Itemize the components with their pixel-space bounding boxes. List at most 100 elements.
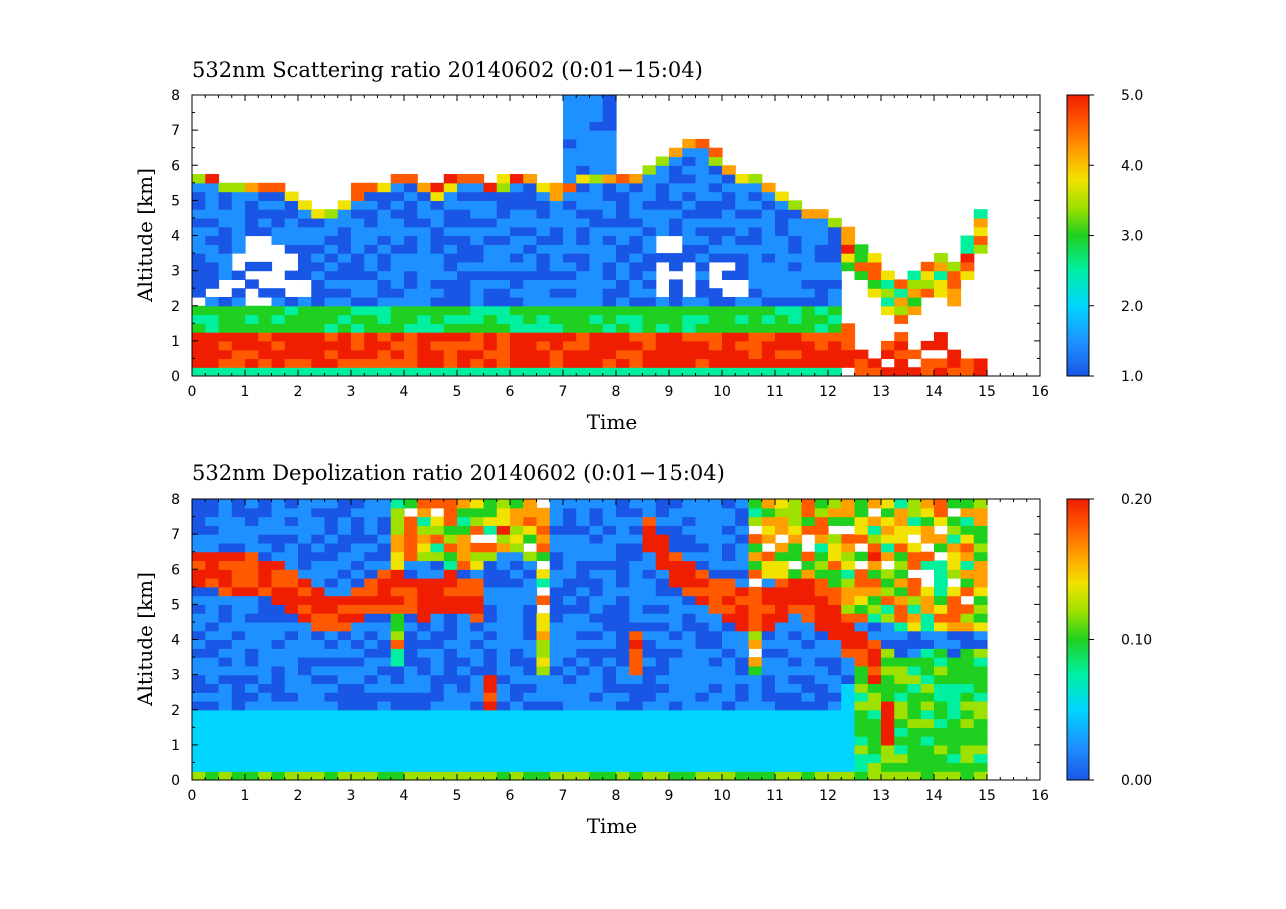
heatmap-cell xyxy=(417,674,432,685)
heatmap-cell xyxy=(377,279,392,289)
heatmap-cell xyxy=(457,630,471,641)
heatmap-cell xyxy=(973,358,988,368)
heatmap-cell xyxy=(748,174,763,184)
heatmap-cell xyxy=(258,692,273,702)
heatmap-cell xyxy=(735,551,750,562)
heatmap-cell xyxy=(867,727,882,737)
heatmap-cell xyxy=(430,525,445,535)
heatmap-cell xyxy=(298,296,312,307)
heatmap-cell xyxy=(682,569,697,579)
x-tick-label: 14 xyxy=(925,384,943,400)
heatmap-cell xyxy=(642,542,657,553)
heatmap-cell xyxy=(761,771,776,780)
heatmap-cell xyxy=(589,261,604,272)
heatmap-cell xyxy=(708,665,723,676)
heatmap-cell xyxy=(390,569,405,579)
heatmap-cell xyxy=(722,630,736,641)
heatmap-cell xyxy=(483,613,498,623)
heatmap-cell xyxy=(629,753,644,764)
heatmap-cell xyxy=(642,253,657,263)
heatmap-cell xyxy=(390,665,405,676)
heatmap-cell xyxy=(258,762,273,772)
heatmap-cell xyxy=(655,595,670,605)
heatmap-cell xyxy=(404,314,418,324)
heatmap-cell xyxy=(284,560,299,570)
heatmap-cell xyxy=(841,569,856,579)
heatmap-cell xyxy=(192,507,206,518)
heatmap-cell xyxy=(695,138,710,149)
x-tick-label: 10 xyxy=(713,788,731,804)
heatmap-cell xyxy=(708,323,723,333)
heatmap-cell xyxy=(271,709,286,720)
heatmap-cell xyxy=(192,191,206,201)
heatmap-cell xyxy=(775,296,789,307)
heatmap-cell xyxy=(231,305,246,316)
heatmap-cell xyxy=(364,340,379,351)
heatmap-cell xyxy=(589,121,604,131)
heatmap-cell xyxy=(284,578,299,588)
heatmap-cell xyxy=(947,613,962,623)
heatmap-cell xyxy=(337,700,352,711)
heatmap-cell xyxy=(722,349,736,360)
heatmap-cell xyxy=(695,595,710,605)
heatmap-cell xyxy=(390,499,405,509)
heatmap-cell xyxy=(973,665,988,676)
heatmap-cell xyxy=(470,709,485,720)
heatmap-cell xyxy=(298,771,312,780)
heatmap-cell xyxy=(364,525,379,535)
heatmap-cell xyxy=(549,182,564,193)
heatmap-cell xyxy=(934,736,948,746)
heatmap-cell xyxy=(854,674,869,685)
heatmap-cell xyxy=(377,525,392,535)
heatmap-cell xyxy=(735,235,750,245)
heatmap-cell xyxy=(377,700,392,711)
heatmap-cell xyxy=(443,279,458,289)
heatmap-cell xyxy=(655,665,670,676)
heatmap-cell xyxy=(496,235,511,245)
heatmap-cell xyxy=(722,534,736,544)
heatmap-cell xyxy=(324,305,339,316)
heatmap-cell xyxy=(430,367,445,376)
heatmap-cell xyxy=(814,621,829,632)
heatmap-cell xyxy=(563,156,577,166)
heatmap-cell xyxy=(960,753,975,764)
heatmap-cell xyxy=(443,630,458,641)
heatmap-cell xyxy=(563,209,577,219)
heatmap-cell xyxy=(589,200,604,210)
heatmap-cell xyxy=(576,586,591,597)
heatmap-cell xyxy=(616,244,630,254)
heatmap-cell xyxy=(430,736,445,746)
heatmap-cell xyxy=(390,534,405,544)
heatmap-cell xyxy=(695,314,710,324)
heatmap-cell xyxy=(602,253,617,263)
heatmap-cell xyxy=(390,270,405,281)
heatmap-cell xyxy=(775,226,789,237)
heatmap-cell xyxy=(973,762,988,772)
heatmap-cell xyxy=(337,683,352,693)
heatmap-cell xyxy=(271,182,286,193)
heatmap-cell xyxy=(642,358,657,368)
heatmap-cell xyxy=(284,244,299,254)
heatmap-cell xyxy=(576,138,591,149)
heatmap-cell xyxy=(589,595,604,605)
heatmap-cell xyxy=(563,648,577,658)
heatmap-cell xyxy=(788,209,803,219)
heatmap-cell xyxy=(602,296,617,307)
heatmap-cell xyxy=(854,253,869,263)
heatmap-cell xyxy=(470,296,485,307)
heatmap-cell xyxy=(854,569,869,579)
heatmap-cell xyxy=(748,560,763,570)
heatmap-cell xyxy=(377,718,392,728)
x-tick-label: 10 xyxy=(713,384,731,400)
heatmap-cell xyxy=(616,613,630,623)
heatmap-cell xyxy=(218,209,233,219)
heatmap-cell xyxy=(271,349,286,360)
heatmap-cell xyxy=(377,578,392,588)
heatmap-cell xyxy=(655,314,670,324)
heatmap-cell xyxy=(284,323,299,333)
heatmap-cell xyxy=(642,261,657,272)
heatmap-cell xyxy=(510,700,524,711)
heatmap-cell xyxy=(695,182,710,193)
heatmap-cell xyxy=(788,727,803,737)
heatmap-cell xyxy=(934,674,948,685)
